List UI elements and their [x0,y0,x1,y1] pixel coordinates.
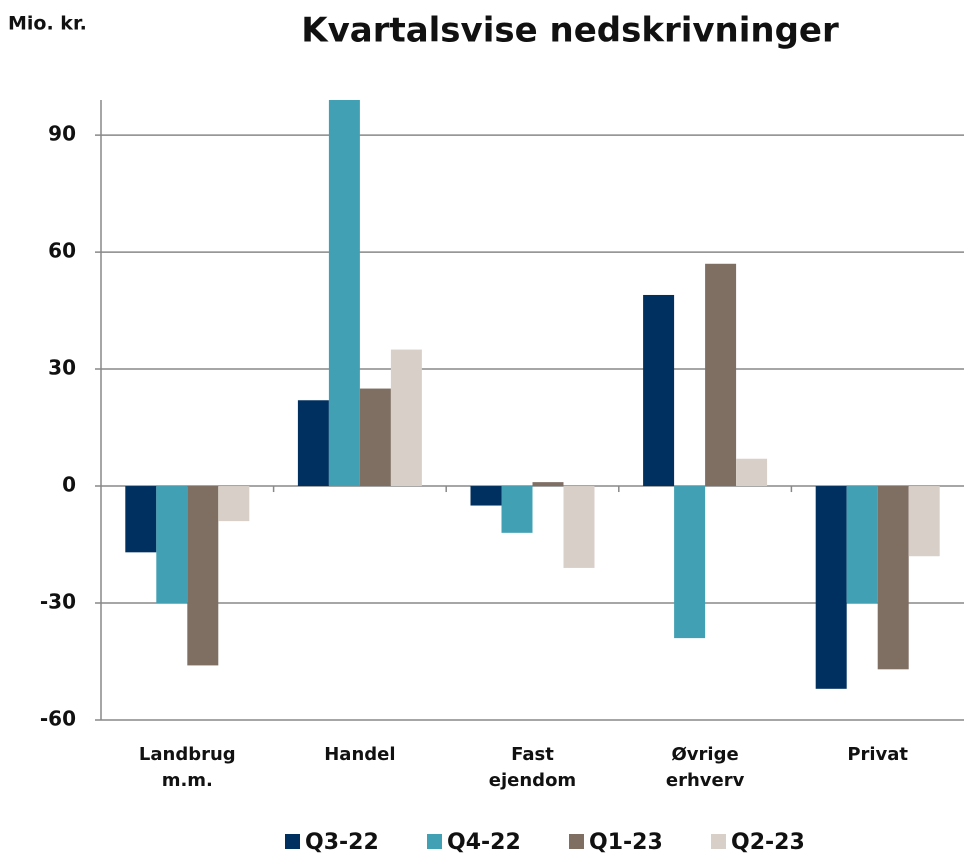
x-tick-label: Landbrug m.m. [138,744,236,791]
bar [846,486,878,604]
y-axis-label: Mio. kr. [8,13,87,35]
bar [815,486,847,689]
x-tick-label: Handel [324,744,396,765]
legend-swatch [285,834,300,849]
bar [877,486,909,670]
bar [218,486,250,522]
bar [125,486,157,553]
legend-label: Q2-23 [731,830,805,855]
y-tick-label: -60 [40,707,76,731]
legend-swatch [569,834,584,849]
x-tick-label: Fast ejendom [488,744,577,791]
legend-label: Q3-22 [305,830,379,855]
bar [156,486,188,604]
bar [390,349,422,487]
y-tick-label: 90 [48,122,76,146]
bar [297,400,329,487]
y-tick-label: 30 [48,356,76,380]
chart-title: Kvartalsvise nedskrivninger [301,11,839,51]
x-tick-label: Øvrige erhverv [665,744,745,791]
y-tick-label: -30 [40,590,76,614]
bar [674,486,706,639]
bar [501,486,533,533]
bar [705,263,737,487]
bar [563,486,595,568]
x-tick-label: Privat [847,744,909,765]
bar [908,486,940,557]
bar [328,100,360,487]
legend-swatch [711,834,726,849]
bar [359,388,391,487]
y-tick-label: 0 [62,473,76,497]
legend-swatch [427,834,442,849]
bar [736,458,768,487]
bar [470,486,502,506]
legend-label: Q4-22 [447,830,521,855]
bar [532,482,564,487]
bar [187,486,219,666]
legend-label: Q1-23 [589,830,663,855]
y-tick-label: 60 [48,239,76,263]
bar [643,294,675,487]
